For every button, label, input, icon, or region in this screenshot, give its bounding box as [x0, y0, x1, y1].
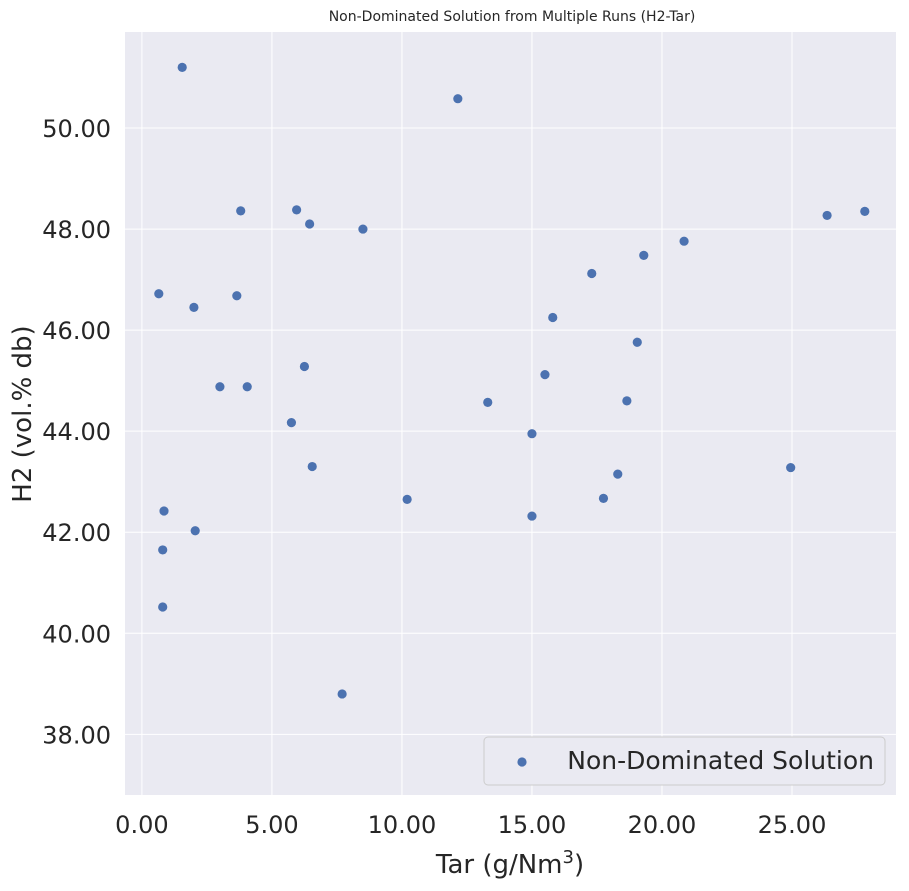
scatter-point: [679, 236, 689, 246]
legend: Non-Dominated Solution: [483, 736, 886, 786]
scatter-point: [540, 369, 550, 380]
scatter-point: [236, 206, 246, 216]
scatter-point: [242, 382, 252, 392]
scatter-point: [159, 506, 169, 516]
x-axis-label-close: ): [574, 850, 584, 880]
scatter-point: [215, 382, 225, 392]
scatter-point: [158, 602, 168, 612]
scatter-point: [292, 205, 302, 215]
scatter-point: [337, 689, 347, 699]
plot-area: [125, 32, 896, 795]
y-tick-label: 38.00: [42, 721, 111, 749]
x-tick-label: 25.00: [758, 811, 827, 839]
scatter-point: [548, 312, 558, 323]
scatter-point: [305, 219, 315, 229]
x-tick-label: 10.00: [368, 811, 437, 839]
legend-label: Non-Dominated Solution: [567, 746, 874, 775]
scatter-point: [402, 494, 412, 505]
legend-box: [483, 736, 886, 786]
y-tick-label: 50.00: [42, 115, 111, 143]
scatter-point: [453, 94, 463, 104]
scatter-point: [190, 526, 200, 536]
scatter-point: [860, 206, 870, 216]
x-tick-label: 0.00: [115, 811, 168, 839]
scatter-point: [639, 250, 649, 260]
legend-marker: [517, 757, 527, 767]
scatter-point: [587, 268, 597, 279]
scatter-point: [622, 396, 632, 406]
scatter-point: [189, 302, 199, 312]
x-tick-label: 5.00: [245, 811, 298, 839]
scatter-point: [158, 545, 168, 555]
x-tick-label: 15.00: [498, 811, 567, 839]
x-tick-label: 20.00: [628, 811, 697, 839]
scatter-point: [483, 397, 493, 407]
scatter-point: [177, 62, 187, 72]
y-tick-labels: 38.00 40.00 42.00 44.00 46.00 48.00 50.00: [42, 115, 111, 749]
data-points: [154, 62, 870, 699]
scatter-point: [598, 493, 609, 503]
scatter-point: [822, 210, 832, 221]
scatter-point: [154, 289, 164, 299]
y-tick-label: 44.00: [42, 418, 111, 446]
grid: [125, 32, 896, 795]
scatter-point: [299, 361, 310, 372]
x-axis-label-superscript: 3: [563, 847, 574, 868]
scatter-point: [307, 461, 317, 472]
y-tick-label: 42.00: [42, 519, 111, 547]
scatter-point: [286, 417, 297, 428]
scatter-point: [527, 511, 537, 521]
y-tick-label: 40.00: [42, 620, 111, 648]
scatter-point: [527, 429, 537, 439]
y-tick-label: 46.00: [42, 317, 111, 345]
chart-title: Non-Dominated Solution from Multiple Run…: [329, 9, 696, 25]
scatter-point: [632, 337, 642, 347]
scatter-point: [232, 291, 242, 301]
scatter-point: [613, 469, 623, 479]
y-axis-label: H2 (vol.% db): [8, 325, 38, 502]
y-tick-label: 48.00: [42, 216, 111, 244]
scatter-point: [358, 224, 368, 234]
x-axis-label: Tar (g/Nm3): [435, 847, 584, 880]
x-tick-labels: 0.00 5.00 10.00 15.00 20.00 25.00: [115, 811, 826, 839]
scatter-point: [786, 462, 796, 473]
